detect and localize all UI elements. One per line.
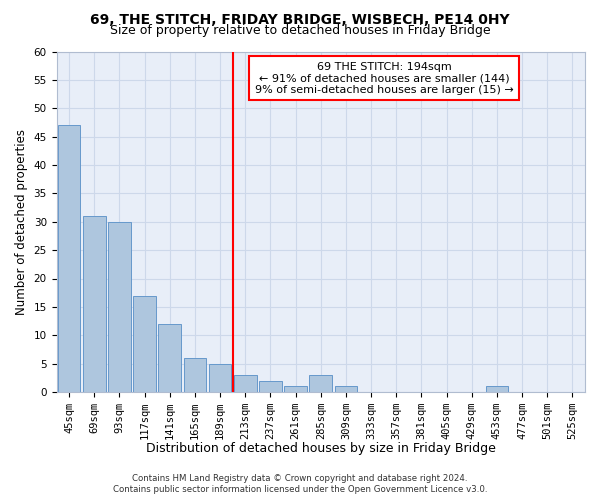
Bar [133, 296, 156, 392]
Text: 69, THE STITCH, FRIDAY BRIDGE, WISBECH, PE14 0HY: 69, THE STITCH, FRIDAY BRIDGE, WISBECH, … [90, 12, 510, 26]
Bar [209, 364, 232, 392]
Bar [335, 386, 357, 392]
X-axis label: Distribution of detached houses by size in Friday Bridge: Distribution of detached houses by size … [146, 442, 496, 455]
Text: 69 THE STITCH: 194sqm
← 91% of detached houses are smaller (144)
9% of semi-deta: 69 THE STITCH: 194sqm ← 91% of detached … [255, 62, 514, 95]
Text: Size of property relative to detached houses in Friday Bridge: Size of property relative to detached ho… [110, 24, 490, 37]
Bar [83, 216, 106, 392]
Bar [234, 375, 257, 392]
Bar [184, 358, 206, 392]
Bar [108, 222, 131, 392]
Text: Contains HM Land Registry data © Crown copyright and database right 2024.
Contai: Contains HM Land Registry data © Crown c… [113, 474, 487, 494]
Y-axis label: Number of detached properties: Number of detached properties [15, 128, 28, 315]
Bar [485, 386, 508, 392]
Bar [310, 375, 332, 392]
Bar [284, 386, 307, 392]
Bar [158, 324, 181, 392]
Bar [58, 126, 80, 392]
Bar [259, 380, 282, 392]
